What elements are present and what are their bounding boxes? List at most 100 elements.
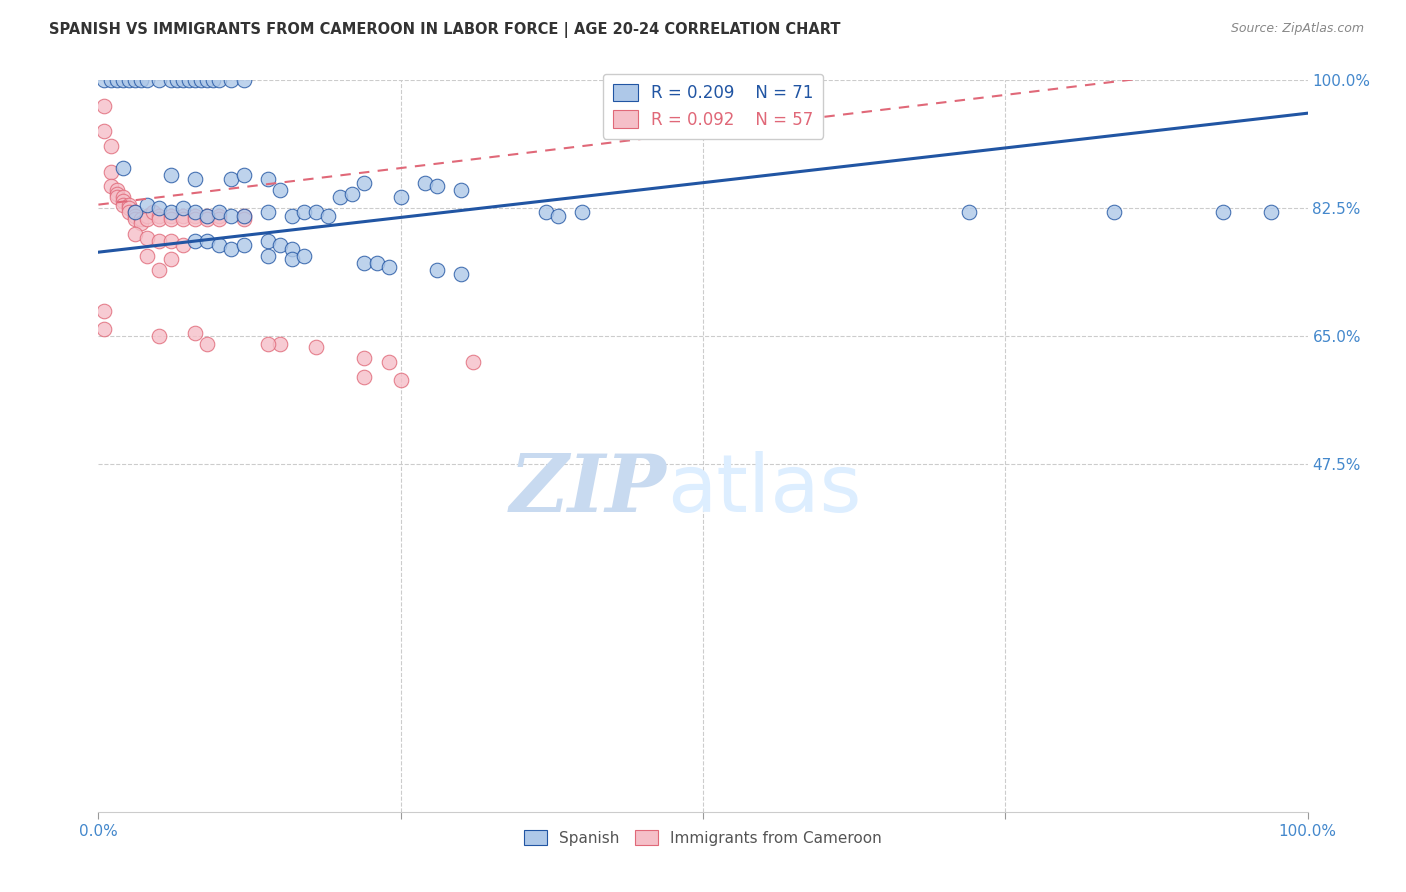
Text: atlas: atlas bbox=[666, 450, 860, 529]
Point bbox=[208, 73, 231, 87]
Point bbox=[111, 194, 134, 208]
Point bbox=[118, 202, 141, 216]
Point bbox=[93, 322, 115, 336]
Point bbox=[172, 209, 194, 223]
Point bbox=[269, 336, 291, 351]
Point bbox=[135, 230, 157, 244]
Point bbox=[377, 355, 399, 369]
Legend: Spanish, Immigrants from Cameroon: Spanish, Immigrants from Cameroon bbox=[517, 823, 889, 852]
Point bbox=[450, 183, 472, 197]
Point bbox=[195, 73, 218, 87]
Point bbox=[305, 340, 328, 354]
Point bbox=[269, 237, 291, 252]
Point bbox=[221, 209, 243, 223]
Point bbox=[148, 263, 170, 277]
Point bbox=[195, 209, 218, 223]
Point bbox=[292, 205, 315, 219]
Point bbox=[100, 179, 122, 194]
Point bbox=[93, 73, 115, 87]
Point bbox=[353, 351, 375, 366]
Point bbox=[124, 227, 146, 241]
Point bbox=[208, 205, 231, 219]
Point bbox=[184, 205, 207, 219]
Point bbox=[124, 209, 146, 223]
Point bbox=[166, 73, 188, 87]
Point bbox=[1260, 205, 1282, 219]
Point bbox=[281, 209, 304, 223]
Point bbox=[148, 202, 170, 216]
Point bbox=[160, 209, 183, 223]
Point bbox=[450, 267, 472, 281]
Point bbox=[100, 73, 122, 87]
Point bbox=[100, 164, 122, 178]
Point bbox=[232, 237, 254, 252]
Point bbox=[124, 212, 146, 227]
Point bbox=[172, 237, 194, 252]
Point bbox=[221, 73, 243, 87]
Point bbox=[571, 205, 593, 219]
Point bbox=[160, 169, 183, 183]
Point bbox=[160, 234, 183, 248]
Point bbox=[195, 212, 218, 227]
Point bbox=[463, 355, 485, 369]
Point bbox=[172, 202, 194, 216]
Point bbox=[111, 161, 134, 175]
Point bbox=[105, 190, 128, 204]
Point bbox=[148, 73, 170, 87]
Point bbox=[160, 212, 183, 227]
Point bbox=[269, 183, 291, 197]
Point bbox=[93, 303, 115, 318]
Point bbox=[281, 252, 304, 267]
Point bbox=[329, 190, 352, 204]
Point bbox=[195, 234, 218, 248]
Point bbox=[111, 190, 134, 204]
Point bbox=[172, 73, 194, 87]
Point bbox=[195, 336, 218, 351]
Point bbox=[232, 209, 254, 223]
Point bbox=[184, 172, 207, 186]
Point bbox=[111, 197, 134, 211]
Point bbox=[184, 73, 207, 87]
Point bbox=[957, 205, 980, 219]
Point bbox=[184, 326, 207, 340]
Point bbox=[256, 172, 278, 186]
Point bbox=[190, 73, 212, 87]
Point bbox=[208, 237, 231, 252]
Point bbox=[195, 209, 218, 223]
Point bbox=[256, 249, 278, 263]
Point bbox=[105, 186, 128, 201]
Point bbox=[232, 212, 254, 227]
Point bbox=[124, 205, 146, 219]
Point bbox=[208, 212, 231, 227]
Point bbox=[389, 373, 412, 387]
Point bbox=[111, 73, 134, 87]
Point bbox=[118, 73, 141, 87]
Point bbox=[221, 242, 243, 256]
Point bbox=[292, 249, 315, 263]
Point bbox=[179, 73, 201, 87]
Point bbox=[377, 260, 399, 274]
Point bbox=[172, 212, 194, 227]
Point bbox=[305, 205, 328, 219]
Point bbox=[148, 209, 170, 223]
Point bbox=[184, 234, 207, 248]
Point bbox=[232, 169, 254, 183]
Point bbox=[148, 329, 170, 343]
Point bbox=[105, 73, 128, 87]
Point bbox=[256, 336, 278, 351]
Point bbox=[129, 73, 152, 87]
Point bbox=[118, 205, 141, 219]
Point bbox=[426, 263, 449, 277]
Point bbox=[124, 205, 146, 219]
Point bbox=[184, 209, 207, 223]
Point bbox=[142, 205, 165, 219]
Point bbox=[221, 172, 243, 186]
Point bbox=[366, 256, 388, 270]
Point bbox=[184, 212, 207, 227]
Point bbox=[135, 212, 157, 227]
Point bbox=[135, 73, 157, 87]
Point bbox=[148, 234, 170, 248]
Point bbox=[118, 197, 141, 211]
Point bbox=[353, 369, 375, 384]
Point bbox=[100, 139, 122, 153]
